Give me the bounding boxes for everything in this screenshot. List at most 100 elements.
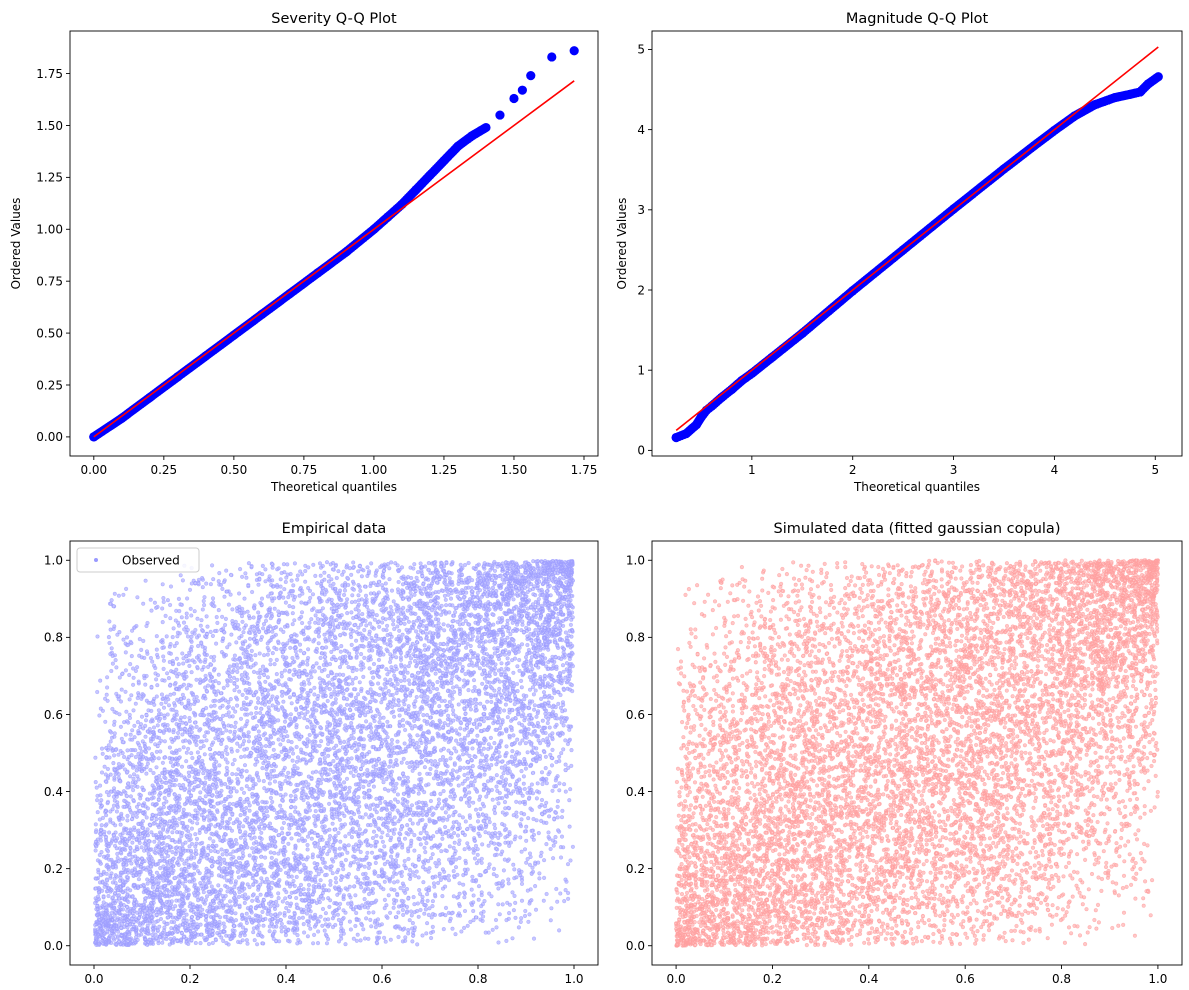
x-tick-label: 0.0 [84, 972, 103, 986]
plot-marks [89, 46, 579, 442]
x-tick-label: 0.6 [372, 972, 391, 986]
qq-point [1153, 72, 1163, 82]
legend-marker [94, 558, 98, 562]
axes-frame [69, 30, 599, 457]
x-tick-label: 0.4 [276, 972, 295, 986]
qq-point [201, 351, 211, 361]
fit-line [93, 80, 575, 438]
qq-point [547, 52, 557, 62]
x-tick-label: 0.25 [150, 463, 177, 477]
x-axis-label: Theoretical quantiles [270, 480, 397, 494]
y-tick-label: 2 [637, 283, 645, 297]
qq-point [341, 247, 351, 257]
qq-point [173, 372, 183, 382]
x-tick-label: 0.75 [291, 463, 318, 477]
y-tick-label: 0 [637, 444, 645, 458]
y-tick-label: 0.2 [626, 862, 645, 876]
y-axis-label: Ordered Values [615, 198, 629, 290]
qq-point [467, 131, 477, 141]
plot-area [70, 31, 598, 456]
x-tick-label: 1.0 [1148, 972, 1167, 986]
qq-point [1143, 79, 1153, 89]
y-tick-label: 0.2 [44, 862, 63, 876]
x-tick-label: 1.00 [361, 463, 388, 477]
plot-marks [671, 46, 1163, 443]
chart-title: Severity Q-Q Plot [271, 11, 397, 27]
chart-magnitude: 1 2 3 4 5 0 1 2 3 4 5 Magnitude Q-Q Plot Theoretical… [615, 11, 1183, 494]
qq-point [1069, 111, 1080, 121]
axes-frame [651, 30, 1183, 457]
y-tick-label: 1.00 [36, 223, 63, 237]
x-tick-label: 0.0 [667, 972, 686, 986]
x-tick-label: 2 [849, 463, 857, 477]
x-tick-label: 0.4 [859, 972, 878, 986]
x-tick-label: 1.0 [564, 972, 583, 986]
y-tick-label: 0.6 [626, 708, 645, 722]
qq-point [439, 156, 449, 166]
legend-frame [76, 547, 200, 573]
x-tick-label: 1.50 [501, 463, 528, 477]
x-tick-label: 5 [1151, 463, 1159, 477]
y-tick-label: 0.75 [36, 274, 63, 288]
chart-severity: 0.00 0.25 0.50 0.75 1.00 1.25 1.50 1.75 0.00 0.25… [9, 11, 599, 494]
qq-point [257, 309, 267, 320]
x-tick-label: 0.50 [221, 463, 248, 477]
qq-point [145, 392, 155, 403]
axes-frame [69, 540, 599, 966]
y-tick-label: 0.25 [36, 378, 63, 392]
qq-point [696, 412, 707, 422]
qq-point [569, 46, 579, 56]
x-tick-label: 4 [1051, 463, 1059, 477]
plot-marks [93, 559, 576, 947]
qq-point [229, 330, 239, 340]
y-tick-label: 1 [637, 363, 645, 377]
qq-point [425, 170, 435, 180]
qq-point [517, 85, 527, 95]
qq-point [383, 212, 393, 222]
qq-point [671, 432, 681, 443]
qq-point [681, 428, 691, 439]
x-tick-label: 0.00 [80, 463, 107, 477]
qq-point [526, 71, 536, 81]
x-tick-label: 1 [748, 463, 756, 477]
y-tick-label: 3 [637, 203, 645, 217]
qq-point [1135, 87, 1145, 97]
fit-line [675, 46, 1159, 431]
y-tick-label: 1.25 [36, 171, 63, 185]
y-tick-label: 1.0 [626, 554, 645, 568]
qq-point [313, 268, 323, 278]
x-tick-label: 1.75 [571, 463, 598, 477]
legend: Observed [76, 547, 200, 573]
x-tick-label: 0.6 [956, 972, 975, 986]
qq-point [737, 376, 747, 386]
sample-points [674, 558, 1161, 948]
qq-point [1090, 100, 1100, 110]
sample-points [93, 559, 576, 947]
y-tick-label: 0.8 [626, 631, 645, 645]
qq-point [453, 141, 463, 151]
y-tick-label: 0.50 [36, 326, 63, 340]
x-tick-label: 0.2 [763, 972, 782, 986]
x-axis-label: Theoretical quantiles [853, 480, 980, 494]
x-tick-label: 3 [950, 463, 958, 477]
y-tick-label: 1.50 [36, 119, 63, 133]
x-tick-label: 0.8 [468, 972, 487, 986]
qq-point [691, 420, 701, 430]
qq-point [1125, 89, 1135, 99]
qq-point [481, 122, 491, 133]
y-tick-label: 0.8 [44, 631, 63, 645]
chart-title: Magnitude Q-Q Plot [846, 11, 989, 27]
y-tick-label: 1.75 [36, 67, 63, 81]
y-axis-label: Ordered Values [9, 198, 23, 290]
qq-point [1110, 92, 1120, 103]
y-tick-label: 0.4 [44, 785, 63, 799]
plot-marks [674, 558, 1161, 948]
qq-point [117, 413, 127, 423]
x-tick-label: 0.2 [180, 972, 199, 986]
qq-point [495, 110, 505, 120]
qq-point [509, 93, 519, 104]
y-tick-label: 0.0 [44, 939, 63, 953]
plot-area [652, 541, 1182, 965]
chart-empirical: 0.0 0.2 0.4 0.6 0.8 1.0 0.0 0.2 0.4 0.6 0.8 1.0 Empi… [44, 521, 599, 986]
